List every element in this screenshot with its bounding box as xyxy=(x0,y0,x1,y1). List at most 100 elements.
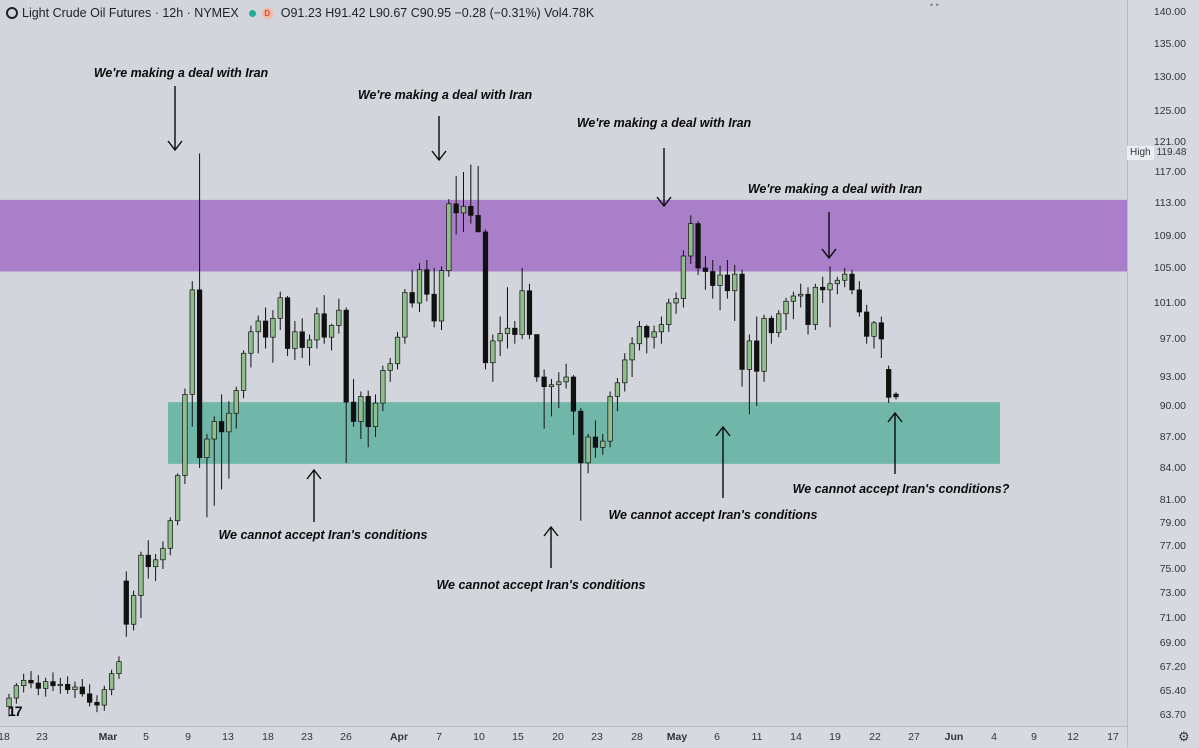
x-tick-label: Apr xyxy=(389,731,409,743)
candle-body xyxy=(328,325,335,338)
candle-body xyxy=(512,327,518,335)
y-tick-label: 75.00 xyxy=(1159,563,1186,575)
candle-body xyxy=(387,363,393,371)
annotation-arrow-head xyxy=(715,425,731,437)
annotation-deal-4: We're making a deal with Iran xyxy=(747,182,923,196)
y-tick-label: 84.00 xyxy=(1159,462,1186,474)
annotation-cannot-2: We cannot accept Iran's conditions xyxy=(436,578,646,592)
x-tick-label: 20 xyxy=(552,731,564,743)
candle-body xyxy=(182,394,188,476)
candle-body xyxy=(123,580,129,625)
candle-body xyxy=(519,290,525,335)
candle-body xyxy=(160,547,166,561)
candle-body xyxy=(563,376,569,383)
candle-body xyxy=(556,381,562,386)
candle-body xyxy=(306,339,313,348)
candle-body xyxy=(534,334,540,378)
annotation-deal-3: We're making a deal with Iran xyxy=(576,116,752,130)
y-tick-label: 77.00 xyxy=(1159,540,1186,552)
x-tick-label: 9 xyxy=(1031,731,1037,743)
x-tick-label: 10 xyxy=(473,731,485,743)
x-tick-label: Mar xyxy=(98,731,118,743)
tradingview-logo-icon[interactable]: 17 xyxy=(8,703,23,719)
y-tick-label: 93.00 xyxy=(1159,371,1186,383)
candle-body xyxy=(35,682,41,689)
annotation-cannot-1: We cannot accept Iran's conditions xyxy=(218,528,428,542)
delayed-badge: D xyxy=(261,7,273,19)
ohlc-readout: O91.23 H91.42 L90.67 C90.95 −0.28 (−0.31… xyxy=(280,6,595,20)
y-tick-label: 105.00 xyxy=(1153,262,1186,274)
candle-body xyxy=(424,269,430,295)
symbol-title[interactable]: Light Crude Oil Futures · 12h · NYMEX xyxy=(22,6,239,20)
candle-body xyxy=(416,269,423,304)
annotation-arrow-head xyxy=(167,140,183,152)
y-tick-label: 81.00 xyxy=(1159,494,1186,506)
candle-body xyxy=(350,401,357,422)
candle-body xyxy=(196,289,203,459)
annotation-arrow-head xyxy=(431,150,447,162)
candle-body xyxy=(695,223,701,269)
candle-body xyxy=(453,203,459,214)
candle-body xyxy=(658,324,665,333)
candle-body xyxy=(673,298,679,304)
x-tick-label: 14 xyxy=(790,731,802,743)
x-tick-label: 22 xyxy=(869,731,881,743)
candle-body xyxy=(607,395,613,442)
candle-body xyxy=(702,267,709,272)
candle-body xyxy=(600,440,606,448)
annotation-deal-1: We're making a deal with Iran xyxy=(93,66,269,80)
candle-body xyxy=(409,292,415,304)
candle-body xyxy=(570,376,577,412)
candle-body xyxy=(761,317,767,372)
y-tick-label: 69.00 xyxy=(1159,637,1186,649)
annotation-arrow-head xyxy=(821,248,837,260)
candlestick-chart[interactable] xyxy=(0,0,1127,726)
candle-body xyxy=(636,326,643,345)
top-toolbar-dots[interactable]: • • xyxy=(930,0,939,10)
y-tick-label: 87.00 xyxy=(1159,431,1186,443)
candle-body xyxy=(130,595,137,625)
candle-body xyxy=(680,255,687,299)
x-tick-label: 26 xyxy=(340,731,352,743)
candle-body xyxy=(43,681,49,689)
high-price-badge: High 119.48 xyxy=(1127,146,1199,160)
candle-body xyxy=(717,274,723,286)
candle-body xyxy=(240,352,247,391)
candle-body xyxy=(688,223,694,257)
x-tick-label: 28 xyxy=(631,731,643,743)
price-axis[interactable]: 140.00 135.00 130.00 125.00 121.00 117.00 113.… xyxy=(1127,0,1199,747)
chart-header: Light Crude Oil Futures · 12h · NYMEX D … xyxy=(6,6,594,20)
candle-body xyxy=(820,286,826,291)
candle-body xyxy=(116,661,122,675)
candle-body xyxy=(864,311,870,337)
gear-icon[interactable]: ⚙ xyxy=(1178,729,1190,744)
candle-body xyxy=(145,554,151,568)
candle-body xyxy=(805,293,811,325)
x-tick-label: 18 xyxy=(0,731,10,743)
candle-body xyxy=(548,384,555,388)
candle-body xyxy=(724,274,731,292)
y-tick-label: 140.00 xyxy=(1153,6,1186,18)
candle-body xyxy=(262,320,269,338)
candle-body xyxy=(248,331,254,354)
candle-body xyxy=(189,289,195,395)
time-axis[interactable]: 18 23 Mar 5 9 13 18 23 26 Apr 7 10 15 20 23 28 May 6 11 14 1… xyxy=(0,726,1127,748)
candle-body xyxy=(138,554,144,596)
candle-body xyxy=(65,683,71,691)
candle-body xyxy=(365,395,371,428)
y-tick-label: 101.00 xyxy=(1153,297,1186,309)
candle-body xyxy=(798,293,804,297)
candle-body xyxy=(893,393,899,398)
candle-body xyxy=(666,302,672,325)
candle-body xyxy=(739,273,745,370)
candle-body xyxy=(754,340,760,372)
y-tick-label: 135.00 xyxy=(1153,38,1186,50)
chart-plot-area[interactable] xyxy=(0,0,1127,726)
candle-body xyxy=(380,370,386,404)
x-tick-label: 19 xyxy=(829,731,841,743)
x-tick-label: 12 xyxy=(1067,731,1079,743)
market-open-dot-icon xyxy=(248,9,256,17)
candle-body xyxy=(211,421,217,440)
candle-body xyxy=(592,436,599,448)
candle-body xyxy=(13,685,19,699)
